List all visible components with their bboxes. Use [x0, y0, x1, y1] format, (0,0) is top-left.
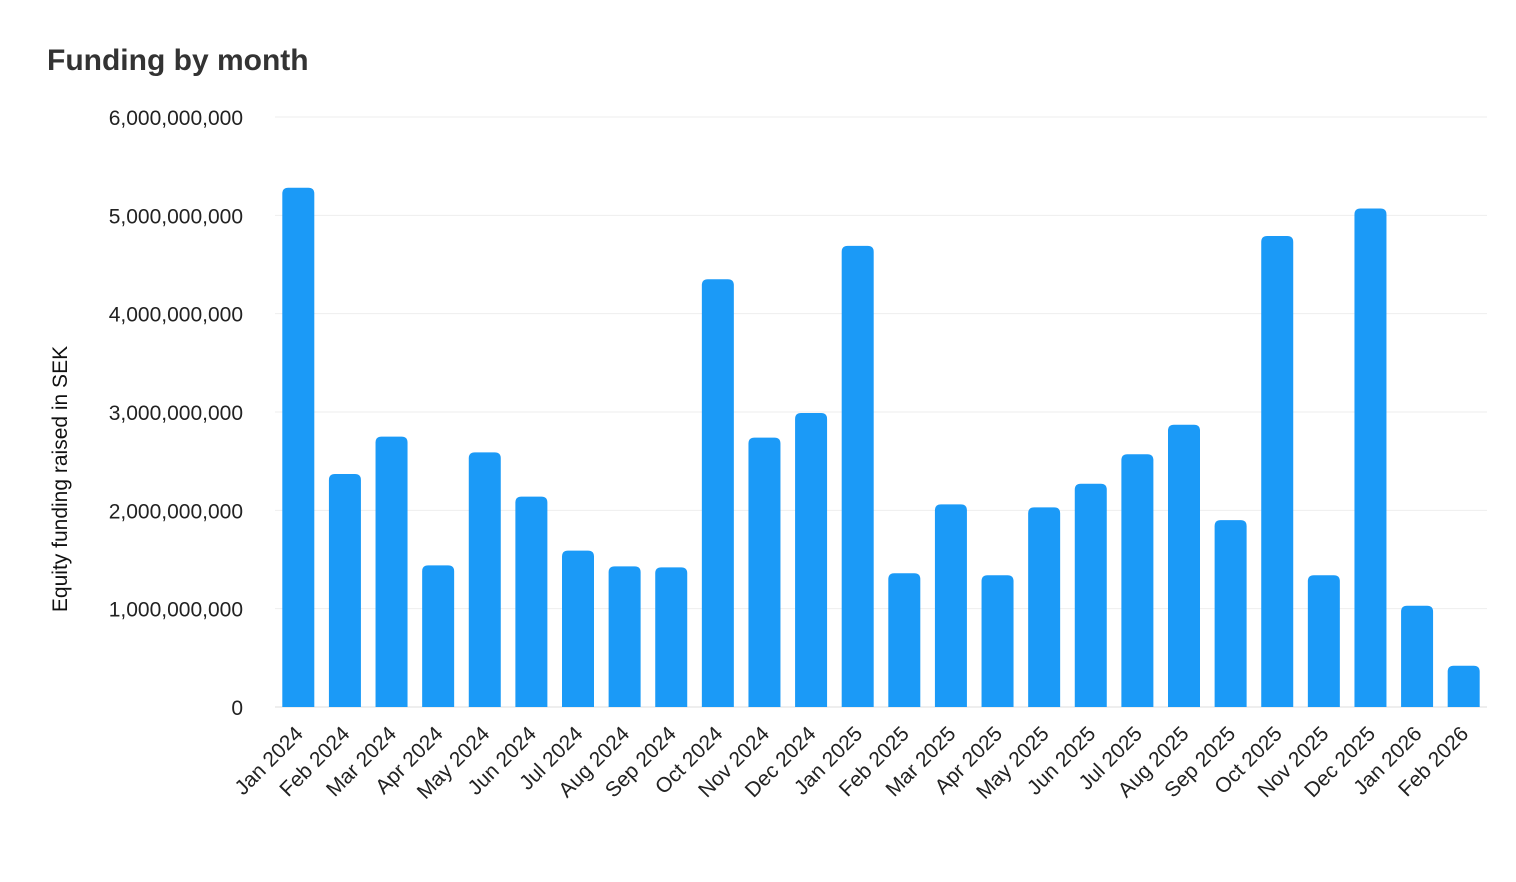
bar[interactable]: [562, 550, 594, 707]
bar[interactable]: [468, 452, 501, 707]
bar[interactable]: [328, 473, 361, 707]
bar[interactable]: [515, 496, 548, 707]
y-tick-label: 3,000,000,000: [109, 402, 243, 425]
y-axis-ticks: 0 1,000,000,000 2,000,000,000 3,000,000,000…: [109, 107, 243, 720]
y-tick-label: 0: [231, 697, 243, 720]
y-tick-label: 5,000,000,000: [109, 205, 243, 228]
bar[interactable]: [1168, 424, 1200, 707]
y-axis-label: Equity funding raised in SEK: [49, 346, 72, 612]
bar[interactable]: [282, 187, 315, 708]
bar[interactable]: [981, 575, 1014, 707]
bar[interactable]: [375, 436, 408, 707]
bar[interactable]: [1121, 454, 1154, 707]
bar[interactable]: [701, 279, 734, 707]
y-tick-label: 2,000,000,000: [109, 500, 243, 523]
bar[interactable]: [748, 437, 781, 707]
y-tick-label: 6,000,000,000: [109, 107, 243, 130]
bar[interactable]: [1028, 507, 1061, 707]
bar[interactable]: [795, 412, 828, 707]
bar[interactable]: [608, 566, 641, 707]
bar[interactable]: [422, 565, 455, 707]
bar[interactable]: [1401, 605, 1434, 707]
bar[interactable]: [888, 573, 921, 707]
bar[interactable]: [1307, 575, 1340, 707]
bar[interactable]: [934, 504, 967, 707]
gridlines: [275, 116, 1487, 708]
bars: [282, 187, 1480, 708]
bar[interactable]: [1354, 208, 1387, 707]
chart-title: Funding by month: [47, 44, 309, 77]
bar[interactable]: [1447, 665, 1480, 707]
bar[interactable]: [1261, 235, 1294, 707]
y-tick-label: 4,000,000,000: [109, 304, 243, 327]
bar[interactable]: [1074, 483, 1107, 707]
bar[interactable]: [1214, 520, 1247, 707]
bar[interactable]: [655, 567, 688, 707]
y-tick-label: 1,000,000,000: [109, 599, 243, 622]
bar[interactable]: [841, 245, 874, 708]
